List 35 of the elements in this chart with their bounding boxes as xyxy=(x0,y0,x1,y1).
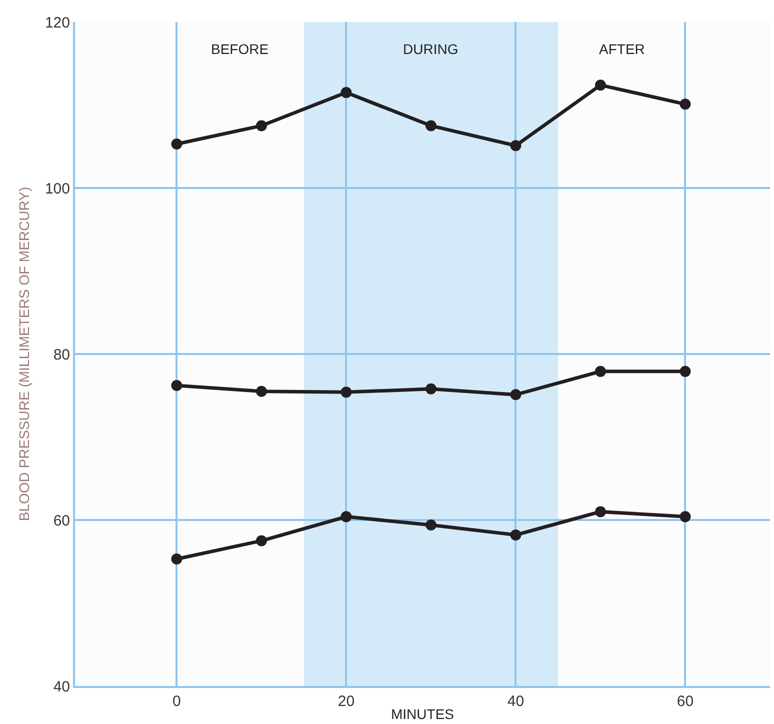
point xyxy=(425,519,436,530)
x-tick-label: 40 xyxy=(507,693,524,710)
point xyxy=(594,506,606,518)
x-tick-label: 0 xyxy=(172,693,181,710)
point xyxy=(510,140,522,152)
point xyxy=(680,98,691,110)
y-tick-label: 40 xyxy=(53,678,70,696)
point xyxy=(340,87,352,98)
point xyxy=(680,366,691,377)
point xyxy=(425,120,436,132)
x-tick-label: 20 xyxy=(338,693,355,710)
point xyxy=(680,511,691,522)
point xyxy=(510,389,522,400)
point xyxy=(171,138,182,150)
point xyxy=(340,511,352,522)
point xyxy=(171,380,182,392)
band-label: DURING xyxy=(403,41,458,57)
point xyxy=(256,120,267,132)
point xyxy=(340,386,352,398)
x-tick-label: 60 xyxy=(676,693,694,710)
y-tick-label: 120 xyxy=(44,14,70,32)
annotation: AFTER xyxy=(599,41,645,57)
annotation: BEFORE xyxy=(211,41,269,57)
point xyxy=(510,529,522,540)
point xyxy=(425,383,436,394)
point xyxy=(256,386,267,397)
point xyxy=(594,366,606,377)
point xyxy=(171,554,182,565)
point xyxy=(594,80,606,91)
point xyxy=(256,535,267,546)
y-tick-label: 100 xyxy=(44,180,70,198)
y-tick-label: 80 xyxy=(53,346,70,364)
y-axis-title: BLOOD PRESSURE (MILLIMETERS OF MERCURY) xyxy=(16,186,32,522)
x-axis-title: MINUTES xyxy=(391,706,454,722)
y-tick-label: 60 xyxy=(53,512,70,530)
